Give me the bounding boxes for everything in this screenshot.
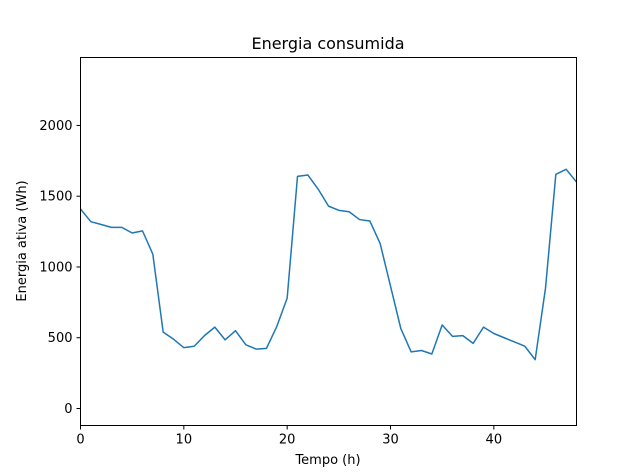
x-axis-label: Tempo (h) (294, 453, 360, 468)
plot-area (80, 168, 577, 361)
x-tick-label: 10 (176, 433, 193, 448)
x-tick-label: 30 (382, 433, 399, 448)
x-tick-label: 40 (486, 433, 503, 448)
chart-title: Energia consumida (251, 34, 404, 53)
x-tick-label: 20 (279, 433, 296, 448)
y-axis-label: Energia ativa (Wh) (15, 180, 30, 301)
x-tick-label: 0 (76, 433, 84, 448)
y-axis: 0 500 1000 1500 2000 (39, 119, 81, 417)
y-tick-label: 1500 (39, 190, 72, 205)
y-tick-label: 1000 (39, 260, 72, 275)
y-tick-label: 2000 (39, 119, 72, 134)
series-line-0 (80, 168, 577, 361)
x-axis: 0 10 20 30 40 (76, 425, 503, 448)
axes-frame (80, 57, 577, 426)
y-tick-label: 0 (64, 402, 72, 417)
y-tick-label: 500 (48, 331, 73, 346)
